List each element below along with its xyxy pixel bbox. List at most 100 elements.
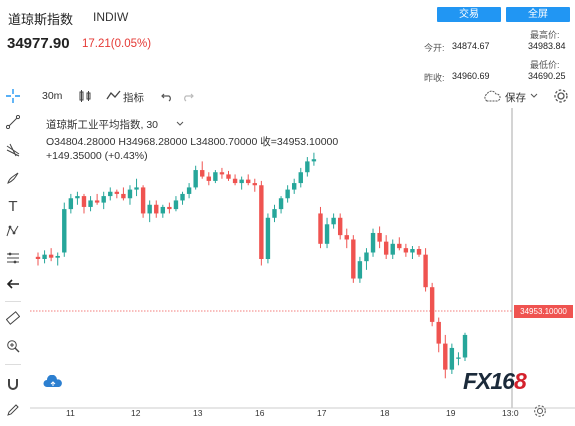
tools-divider: [5, 364, 21, 365]
candle-body: [108, 191, 113, 197]
crosshair-icon[interactable]: [4, 89, 22, 107]
trade-button[interactable]: 交易: [437, 7, 501, 22]
legend-chevron-icon[interactable]: [176, 121, 184, 127]
indicators-button[interactable]: 指标: [123, 92, 144, 104]
candle-body: [173, 200, 179, 210]
candle-body: [180, 193, 185, 201]
x-tick-label: 16: [255, 408, 265, 418]
candle-body: [318, 213, 323, 244]
candle-body: [55, 255, 60, 258]
candle-body: [35, 256, 41, 259]
low-label: 最低价:: [530, 60, 560, 70]
text-icon[interactable]: T: [8, 198, 18, 215]
fib-icon[interactable]: [4, 143, 22, 161]
trendline-icon[interactable]: [4, 114, 22, 133]
back-arrow-icon[interactable]: [4, 277, 22, 295]
candle-body: [351, 239, 356, 279]
candle-body: [292, 183, 297, 190]
candle-body: [462, 334, 468, 358]
pattern-icon[interactable]: [4, 224, 22, 242]
chevron-down-icon[interactable]: [530, 93, 538, 99]
low-value: 34690.25: [528, 71, 566, 81]
candle-body: [436, 321, 441, 344]
save-button[interactable]: 保存: [505, 92, 526, 104]
candle-body: [154, 204, 159, 214]
candle-body: [305, 161, 310, 173]
candle-body: [331, 217, 336, 225]
brush-icon[interactable]: [4, 171, 22, 189]
candle-body: [134, 187, 139, 190]
fullscreen-button[interactable]: 全屏: [506, 7, 570, 22]
candle-body: [167, 206, 172, 210]
high-label: 最高价:: [530, 30, 560, 40]
price-change: 17.21(0.05%): [82, 38, 152, 50]
candle-body: [101, 196, 106, 203]
prediction-icon[interactable]: [4, 251, 22, 269]
candle-body: [397, 243, 402, 249]
candle-body: [456, 357, 461, 359]
candle-body: [140, 187, 146, 214]
x-tick-label: 13: [193, 408, 203, 418]
x-tick-label: 17: [317, 408, 327, 418]
candle-body: [337, 217, 343, 236]
ruler-icon[interactable]: [4, 311, 22, 329]
candle-body: [383, 241, 389, 255]
legend-ohlc: O34804.28000 H34968.28000 L34800.70000 收…: [46, 136, 339, 148]
candle-body: [272, 209, 277, 218]
candle-body: [213, 172, 218, 181]
candle-body: [370, 232, 376, 253]
candle-body: [226, 174, 231, 179]
candle-body: [160, 206, 166, 214]
axis-settings-icon[interactable]: [533, 404, 547, 418]
legend-change: +149.35000 (+0.43%): [46, 150, 148, 162]
instrument-title: 道琼斯指数: [8, 12, 74, 27]
prevclose-value: 34960.69: [452, 71, 490, 81]
prevclose-label: 昨收:: [424, 73, 445, 83]
lock-pencil-icon[interactable]: [4, 403, 22, 421]
candle-body: [285, 189, 290, 199]
candle-body: [75, 196, 80, 199]
redo-icon[interactable]: [182, 90, 194, 102]
cloud-icon[interactable]: [482, 89, 502, 103]
candle-body: [390, 243, 395, 255]
candle-body: [403, 248, 409, 253]
candle-body: [278, 198, 284, 210]
candle-body: [200, 170, 205, 177]
candle-body: [429, 287, 435, 322]
candle-body: [193, 170, 198, 188]
chart-toolbar: 30m 指标 保存: [30, 86, 575, 108]
candle-body: [48, 254, 54, 258]
undo-icon[interactable]: [161, 90, 173, 102]
candle-body: [62, 209, 67, 253]
gear-icon[interactable]: [553, 88, 569, 104]
candle-body: [206, 176, 211, 181]
candle-body: [449, 347, 455, 370]
candles-icon[interactable]: [78, 89, 92, 103]
interval-selector[interactable]: 30m: [42, 90, 63, 102]
price-chart[interactable]: 道琼斯工业平均指数, 30 O34804.28000 H34968.28000 …: [30, 108, 575, 426]
candle-body: [121, 193, 126, 199]
indicators-icon[interactable]: [106, 89, 122, 103]
x-tick-label: 12: [131, 408, 141, 418]
cloud-upload-icon[interactable]: [43, 375, 63, 389]
candle-body: [298, 172, 303, 184]
candle-body: [410, 249, 415, 253]
candle-body: [114, 191, 120, 194]
candlestick-plot[interactable]: [30, 108, 575, 426]
candle-body: [423, 254, 428, 288]
candle-body: [94, 200, 100, 203]
candle-body: [259, 185, 264, 259]
x-tick-label: 18: [380, 408, 390, 418]
candle-body: [324, 224, 330, 244]
open-value: 34874.67: [452, 41, 490, 51]
quote-header: 道琼斯指数 INDIW 交易 全屏 34977.90 17.21(0.05%) …: [0, 0, 575, 86]
magnet-icon[interactable]: [4, 377, 22, 395]
candle-body: [357, 261, 363, 279]
candle-body: [252, 183, 257, 186]
zoom-icon[interactable]: [4, 339, 22, 357]
candle-body: [377, 232, 382, 242]
candle-body: [311, 159, 317, 162]
drawing-tools: T: [0, 86, 27, 426]
candle-body: [219, 172, 225, 175]
open-label: 今开:: [424, 43, 445, 53]
